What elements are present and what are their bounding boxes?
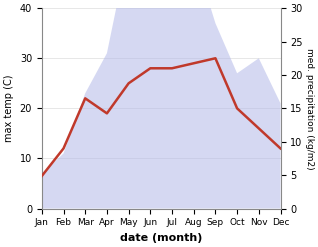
Y-axis label: med. precipitation (kg/m2): med. precipitation (kg/m2) xyxy=(305,48,314,169)
X-axis label: date (month): date (month) xyxy=(120,233,202,243)
Y-axis label: max temp (C): max temp (C) xyxy=(4,75,14,142)
